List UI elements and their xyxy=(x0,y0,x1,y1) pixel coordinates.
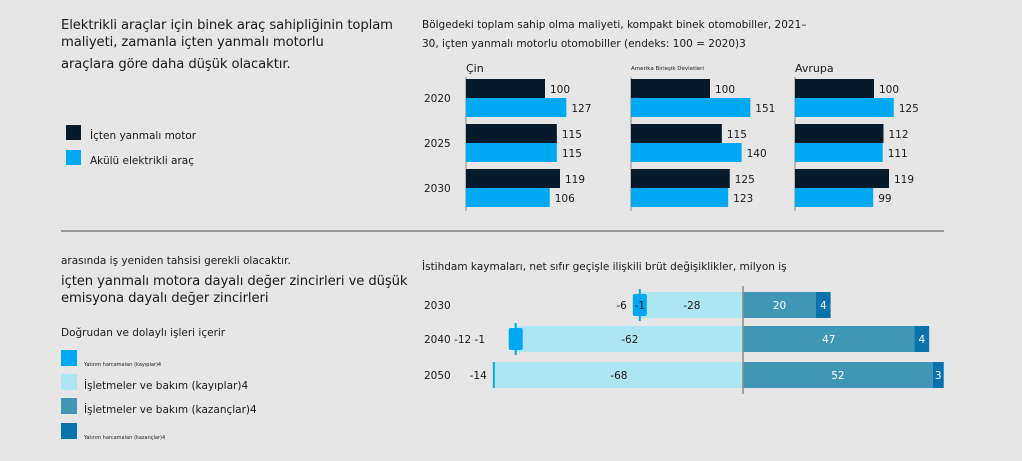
row-label-2040: 2040 -12 -1 xyxy=(424,334,485,346)
row-label-2030: 2030 xyxy=(424,300,451,312)
bar-label-2-2020-bev: 125 xyxy=(899,103,919,115)
row-label-2050: 2050 xyxy=(424,370,451,382)
legend-label-om-loss: İşletmeler ve bakım (kayıplar)4 xyxy=(84,380,249,392)
bar-label-0-2025-ice: 115 xyxy=(562,129,582,141)
bar-0-2030-ice xyxy=(466,169,561,188)
bar-2-2030-bev xyxy=(795,188,874,207)
bar-label-2-2030-bev: 99 xyxy=(878,193,891,205)
bar-label-0-2020-bev: 127 xyxy=(571,103,591,115)
bar-label-om-loss-2040: -62 xyxy=(621,334,638,346)
tco-chart: 202020252030Çin100127115115119106Amerika… xyxy=(424,62,919,211)
legend-swatch-invest-gain xyxy=(61,423,77,439)
bar-label-2-2020-ice: 100 xyxy=(879,84,899,96)
loss-total-label-2030: -6 xyxy=(616,300,627,312)
legend-label-bev: Akülü elektrikli araç xyxy=(90,155,194,167)
top-headline-line-1: Elektrikli araçlar için binek araç sahip… xyxy=(61,18,393,33)
bar-label-invest-gain-2050: 3 xyxy=(935,370,942,382)
bar-label-om-loss-2030: -28 xyxy=(683,300,700,312)
bar-label-0-2030-ice: 119 xyxy=(565,174,585,186)
section-divider xyxy=(61,230,944,232)
bar-0-2025-bev xyxy=(466,143,557,162)
panel-title-1: Amerika Birleşik Devletleri xyxy=(631,66,704,72)
legend-label-invest-gain: Yatırım harcamaları (kazançlar)4 xyxy=(84,435,166,441)
bar-label-0-2025-bev: 115 xyxy=(562,148,582,160)
bottom-headline-line-2: emisyona dayalı değer zincirleri xyxy=(61,291,269,306)
bar-om-gain-2050 xyxy=(743,362,933,388)
bar-label-2-2025-bev: 111 xyxy=(888,148,908,160)
bar-invest-loss-2050 xyxy=(492,362,495,388)
bottom-headline-line-1: içten yanmalı motora dayalı değer zincir… xyxy=(61,274,408,289)
bottom-intro: arasında iş yeniden tahsisi gerekli olac… xyxy=(61,255,291,267)
bottom-headline: içten yanmalı motora dayalı değer zincir… xyxy=(61,273,408,307)
bar-label-invest-gain-2030: 4 xyxy=(820,300,827,312)
bar-label-1-2025-bev: 140 xyxy=(747,148,767,160)
bar-1-2020-ice xyxy=(631,79,710,98)
legend-label-invest-loss: Yatırım harcamaları (kayıplar)4 xyxy=(84,362,162,368)
bar-om-gain-2030 xyxy=(743,292,816,318)
bar-label-om-gain-2040: 47 xyxy=(822,334,835,346)
bar-0-2020-ice xyxy=(466,79,545,98)
bar-invest-gain-2040 xyxy=(914,326,930,352)
bar-label-0-2020-ice: 100 xyxy=(550,84,570,96)
bar-label-om-gain-2050: 52 xyxy=(831,370,844,382)
panel-title-0: Çin xyxy=(466,62,484,75)
bar-label-invest-loss-2030: -1 xyxy=(635,300,645,312)
bar-1-2030-bev xyxy=(631,188,729,207)
bar-label-om-gain-2030: 20 xyxy=(773,300,786,312)
bottom-legend-title: Doğrudan ve dolaylı işleri içerir xyxy=(61,327,226,339)
bar-label-2-2030-ice: 119 xyxy=(894,174,914,186)
bar-1-2020-bev xyxy=(631,98,751,117)
bar-label-1-2020-bev: 151 xyxy=(755,103,775,115)
top-headline-line-3: araçlara göre daha düşük olacaktır. xyxy=(61,57,291,72)
jobs-chart-subtitle: İstihdam kaymaları, net sıfır geçişle il… xyxy=(422,261,787,273)
top-headline-line-2: maliyeti, zamanla içten yanmalı motorlu xyxy=(61,35,324,50)
bar-2-2025-ice xyxy=(795,124,884,143)
bar-invest-gain-2030 xyxy=(816,292,831,318)
bar-label-1-2030-bev: 123 xyxy=(733,193,753,205)
bar-2-2020-ice xyxy=(795,79,874,98)
top-headline: Elektrikli araçlar için binek araç sahip… xyxy=(61,17,393,73)
legend-label-ice: İçten yanmalı motor xyxy=(90,130,197,142)
bar-0-2020-bev xyxy=(466,98,567,117)
category-label-2020: 2020 xyxy=(424,93,451,105)
jobs-chart: 2030 -28 -1 -6 20 4 2040 -12 -1 -62 47 4 2050 -68 -1… xyxy=(424,286,944,394)
legend-swatch-ice xyxy=(66,125,81,140)
bar-1-2025-bev xyxy=(631,143,742,162)
bar-label-1-2020-ice: 100 xyxy=(715,84,735,96)
legend-swatch-invest-loss xyxy=(61,350,77,366)
bar-2-2025-bev xyxy=(795,143,883,162)
top-chart-subtitle-line-1: Bölgedeki toplam sahip olma maliyeti, ko… xyxy=(422,19,807,31)
bar-label-1-2025-ice: 115 xyxy=(727,129,747,141)
bar-label-2-2025-ice: 112 xyxy=(888,129,908,141)
bar-om-loss-2030 xyxy=(640,292,743,318)
legend-swatch-bev xyxy=(66,150,81,165)
bar-label-invest-gain-2040: 4 xyxy=(919,334,926,346)
bar-om-loss-2040 xyxy=(516,326,743,352)
bar-2-2030-ice xyxy=(795,169,890,188)
bar-0-2025-ice xyxy=(466,124,557,143)
bar-1-2030-ice xyxy=(631,169,730,188)
category-label-2025: 2025 xyxy=(424,138,451,150)
bar-label-om-loss-2050: -68 xyxy=(610,370,627,382)
panel-title-2: Avrupa xyxy=(795,62,834,75)
top-chart-subtitle: Bölgedeki toplam sahip olma maliyeti, ko… xyxy=(422,16,807,54)
bar-1-2025-ice xyxy=(631,124,722,143)
bar-invest-gain-2050 xyxy=(932,362,944,388)
category-label-2030: 2030 xyxy=(424,183,451,195)
bar-om-gain-2040 xyxy=(743,326,915,352)
top-chart-subtitle-line-2: 30, içten yanmalı motorlu otomobiller (e… xyxy=(422,38,746,50)
bar-label-0-2030-bev: 106 xyxy=(555,193,575,205)
legend-swatch-om-loss xyxy=(61,374,77,390)
bar-om-loss-2050 xyxy=(494,362,743,388)
bar-0-2030-bev xyxy=(466,188,550,207)
loss-total-label-2050: -14 xyxy=(470,370,487,382)
bar-label-1-2030-ice: 125 xyxy=(735,174,755,186)
legend-swatch-om-gain xyxy=(61,398,77,414)
legend-label-om-gain: İşletmeler ve bakım (kazançlar)4 xyxy=(84,404,257,416)
bar-2-2020-bev xyxy=(795,98,894,117)
